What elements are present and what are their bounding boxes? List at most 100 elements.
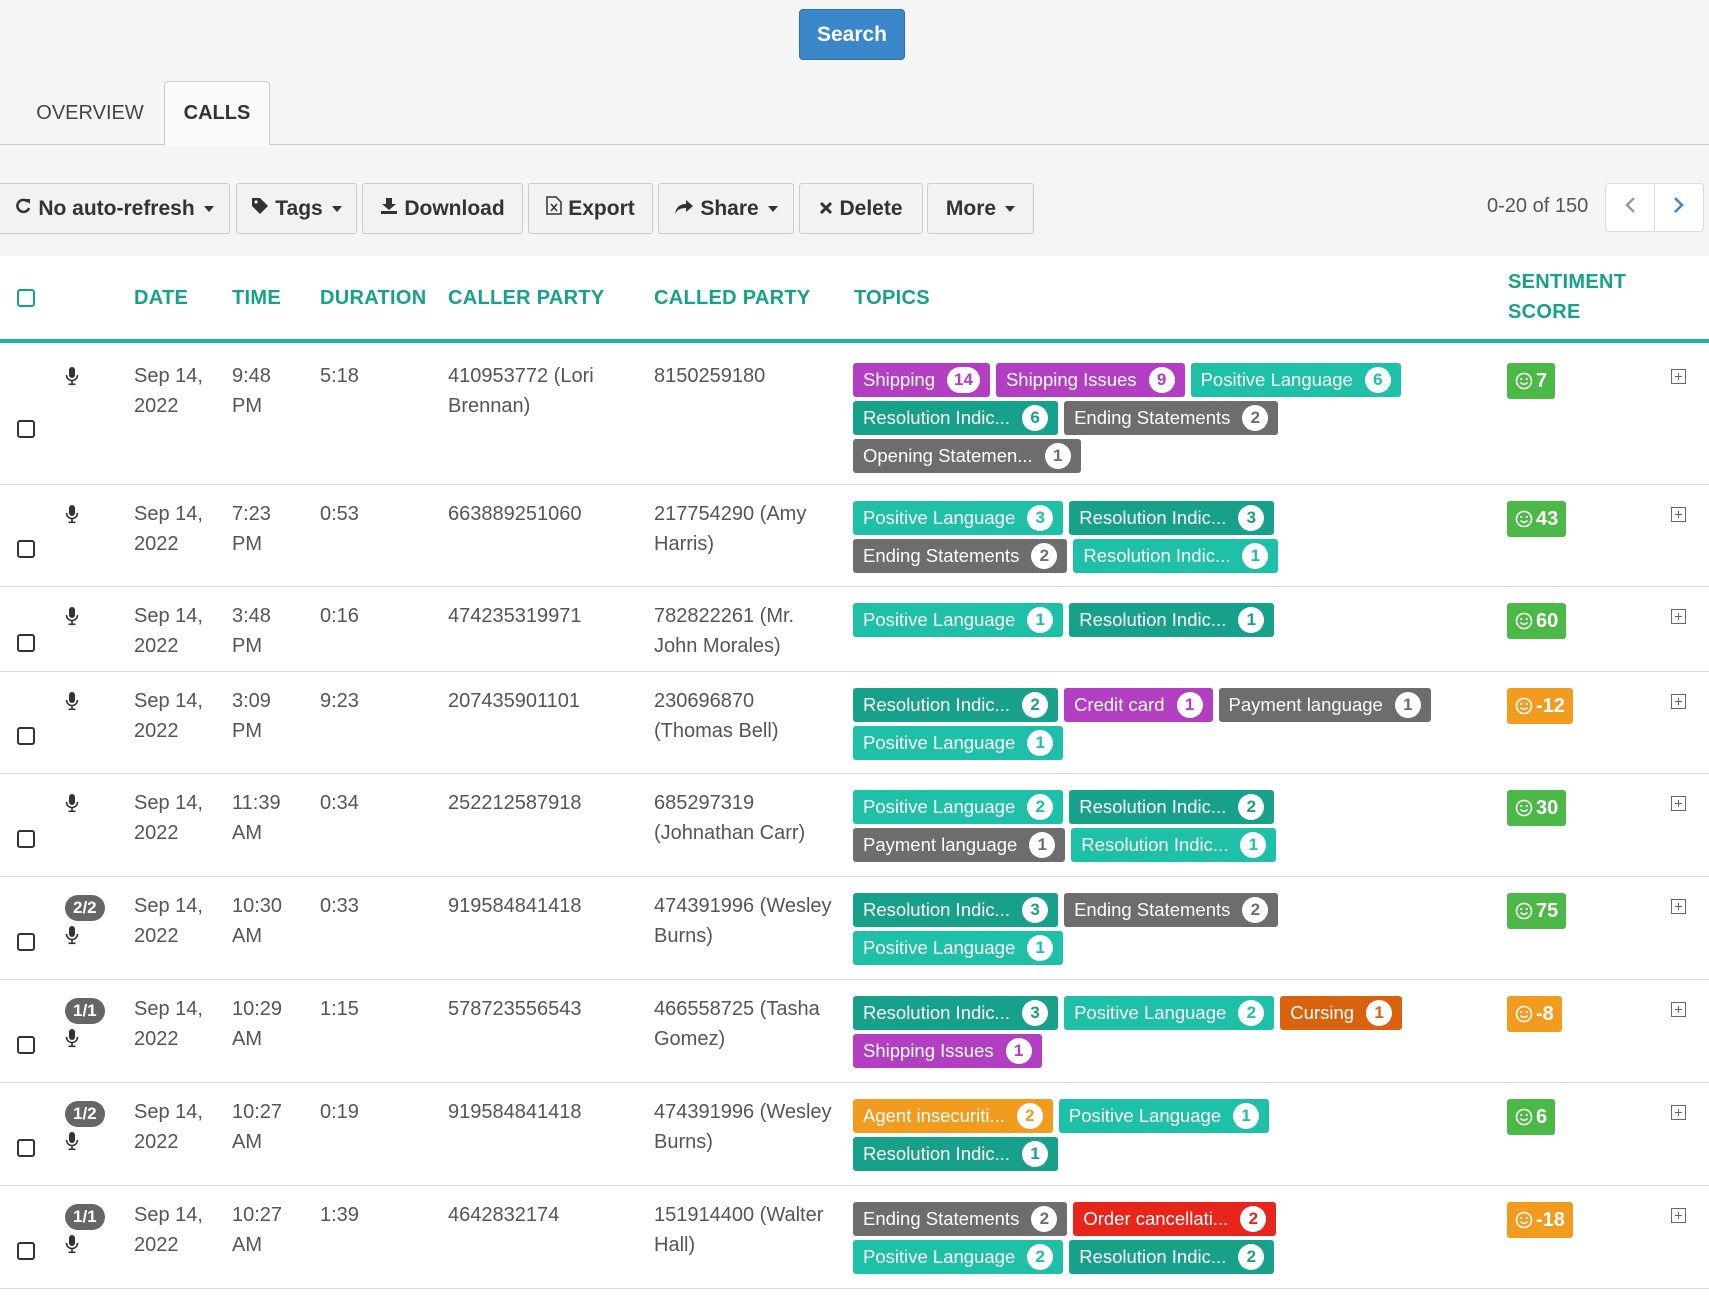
table-row[interactable]: Sep 14, 2022 3:48 PM 0:16 474235319971 7828222… xyxy=(0,587,1709,672)
tags-label: Tags xyxy=(275,196,323,220)
topic-tag[interactable]: Payment language 1 xyxy=(1218,688,1431,722)
topic-tag[interactable]: Resolution Indic... 6 xyxy=(853,401,1059,435)
topic-tag[interactable]: Resolution Indic... 3 xyxy=(1069,501,1275,535)
cell-duration: 0:19 xyxy=(320,1097,359,1127)
topic-tag[interactable]: Positive Language 6 xyxy=(1190,363,1401,397)
column-called-party[interactable]: CALLED PARTY xyxy=(654,287,811,309)
expand-row-icon[interactable] xyxy=(1671,796,1686,811)
column-date[interactable]: DATE xyxy=(134,287,189,309)
topic-tag[interactable]: Ending Statements 2 xyxy=(853,1202,1068,1236)
topic-tag[interactable]: Opening Statemen... 1 xyxy=(853,439,1081,473)
cell-time-line2: AM xyxy=(232,1131,262,1153)
expand-row-icon[interactable] xyxy=(1671,694,1686,709)
sentiment-value: 30 xyxy=(1536,796,1559,819)
topic-tag[interactable]: Payment language 1 xyxy=(853,828,1066,862)
select-all-checkbox[interactable] xyxy=(17,289,35,307)
tab-calls[interactable]: CALLS xyxy=(164,81,270,146)
row-checkbox[interactable] xyxy=(17,932,35,951)
topic-tag[interactable]: Shipping 14 xyxy=(853,363,990,397)
next-page-button[interactable] xyxy=(1654,183,1704,232)
table-row[interactable]: Sep 14, 2022 9:48 PM 5:18 410953772 (Lori Bren… xyxy=(0,347,1709,485)
topic-tag[interactable]: Resolution Indic... 1 xyxy=(1071,828,1277,862)
microphone-icon[interactable] xyxy=(65,504,79,524)
tab-overview[interactable]: OVERVIEW xyxy=(36,102,144,124)
table-row[interactable]: Sep 14, 2022 11:39 AM 0:34 252212587918 685297… xyxy=(0,774,1709,877)
topic-count: 1 xyxy=(1240,832,1267,858)
auto-refresh-button[interactable]: No auto-refresh xyxy=(0,183,230,234)
expand-row-icon[interactable] xyxy=(1671,1208,1686,1223)
topic-tag[interactable]: Positive Language 1 xyxy=(853,931,1064,965)
microphone-icon[interactable] xyxy=(65,925,79,945)
column-topics[interactable]: TOPICS xyxy=(854,287,930,309)
topic-tag[interactable]: Resolution Indic... 2 xyxy=(1069,790,1275,824)
topic-tag[interactable]: Resolution Indic... 1 xyxy=(1069,603,1275,637)
table-row[interactable]: Sep 14, 2022 3:09 PM 9:23 207435901101 2306968… xyxy=(0,672,1709,774)
more-button[interactable]: More xyxy=(927,183,1034,234)
topic-tag[interactable]: Positive Language 1 xyxy=(853,603,1064,637)
topic-tag[interactable]: Cursing 1 xyxy=(1280,996,1403,1030)
expand-row-icon[interactable] xyxy=(1671,369,1686,384)
search-button[interactable]: Search xyxy=(799,9,905,60)
microphone-icon[interactable] xyxy=(65,691,79,711)
topic-tag[interactable]: Resolution Indic... 1 xyxy=(853,1137,1059,1171)
expand-row-icon[interactable] xyxy=(1671,609,1686,624)
topic-tag[interactable]: Positive Language 2 xyxy=(1064,996,1275,1030)
row-checkbox[interactable] xyxy=(17,1138,35,1157)
column-sentiment-score[interactable]: SCORE xyxy=(1508,301,1581,323)
topic-tag[interactable]: Positive Language 2 xyxy=(853,1240,1064,1274)
microphone-icon[interactable] xyxy=(65,793,79,813)
topic-tag[interactable]: Order cancellati... 2 xyxy=(1073,1202,1277,1236)
topic-tag[interactable]: Resolution Indic... 2 xyxy=(1069,1240,1275,1274)
topic-tag[interactable]: Resolution Indic... 3 xyxy=(853,996,1059,1030)
topic-tag[interactable]: Ending Statements 2 xyxy=(1064,893,1279,927)
table-row[interactable]: 1/2 Sep 14, 2022 10:27 AM 0:19 919584841418 474… xyxy=(0,1083,1709,1186)
topic-tag[interactable]: Credit card 1 xyxy=(1064,688,1213,722)
prev-page-button[interactable] xyxy=(1605,183,1655,232)
topic-tag[interactable]: Shipping Issues 1 xyxy=(853,1034,1042,1068)
table-row[interactable]: Sep 14, 2022 7:23 PM 0:53 663889251060 2177542… xyxy=(0,485,1709,587)
cell-time-line2: AM xyxy=(232,925,262,947)
microphone-icon[interactable] xyxy=(65,366,79,386)
row-checkbox[interactable] xyxy=(17,540,35,558)
row-checkbox[interactable] xyxy=(17,829,35,848)
topic-tag[interactable]: Ending Statements 2 xyxy=(1064,401,1279,435)
microphone-icon[interactable] xyxy=(65,1234,79,1254)
row-checkbox[interactable] xyxy=(17,727,35,745)
expand-row-icon[interactable] xyxy=(1671,507,1686,522)
delete-button[interactable]: Delete xyxy=(799,183,923,234)
topic-tag[interactable]: Positive Language 3 xyxy=(853,501,1064,535)
cell-duration-line1: 0:33 xyxy=(320,895,359,917)
microphone-icon[interactable] xyxy=(65,1131,79,1151)
topic-tag[interactable]: Resolution Indic... 1 xyxy=(1073,539,1279,573)
expand-row-icon[interactable] xyxy=(1671,899,1686,914)
share-button[interactable]: Share xyxy=(658,183,794,234)
column-caller-party[interactable]: CALLER PARTY xyxy=(448,287,605,309)
table-row[interactable]: 1/1 Sep 14, 2022 10:27 AM 1:39 4642832174 15191… xyxy=(0,1186,1709,1289)
topic-tag[interactable]: Shipping Issues 9 xyxy=(995,363,1185,397)
tags-button[interactable]: Tags xyxy=(236,183,357,234)
column-duration[interactable]: DURATION xyxy=(320,287,427,309)
topic-tag[interactable]: Positive Language 1 xyxy=(853,726,1064,760)
row-checkbox[interactable] xyxy=(17,1035,35,1054)
topic-tag[interactable]: Resolution Indic... 2 xyxy=(853,688,1059,722)
row-checkbox[interactable] xyxy=(17,1241,35,1260)
download-button[interactable]: Download xyxy=(362,183,523,234)
topic-tag[interactable]: Positive Language 1 xyxy=(1058,1099,1270,1133)
expand-row-icon[interactable] xyxy=(1671,1105,1686,1120)
microphone-icon[interactable] xyxy=(65,1028,79,1048)
topic-tag[interactable]: Ending Statements 2 xyxy=(853,539,1068,573)
topic-tag[interactable]: Positive Language 2 xyxy=(853,790,1064,824)
topic-tag[interactable]: Resolution Indic... 3 xyxy=(853,893,1059,927)
export-button[interactable]: Export xyxy=(528,183,653,234)
cell-duration: 5:18 xyxy=(320,361,359,391)
table-row[interactable]: 2/2 Sep 14, 2022 10:30 AM 0:33 919584841418 474… xyxy=(0,877,1709,980)
expand-row-icon[interactable] xyxy=(1671,1002,1686,1017)
row-checkbox[interactable] xyxy=(17,420,35,438)
microphone-icon[interactable] xyxy=(65,606,79,626)
row-checkbox[interactable] xyxy=(17,633,35,652)
column-sentiment[interactable]: SENTIMENT xyxy=(1508,271,1627,293)
excel-file-icon xyxy=(546,196,562,221)
table-row[interactable]: 1/1 Sep 14, 2022 10:29 AM 1:15 578723556543 466… xyxy=(0,980,1709,1083)
topic-tag[interactable]: Agent insecuriti... 2 xyxy=(853,1099,1053,1133)
column-time[interactable]: TIME xyxy=(232,287,281,309)
